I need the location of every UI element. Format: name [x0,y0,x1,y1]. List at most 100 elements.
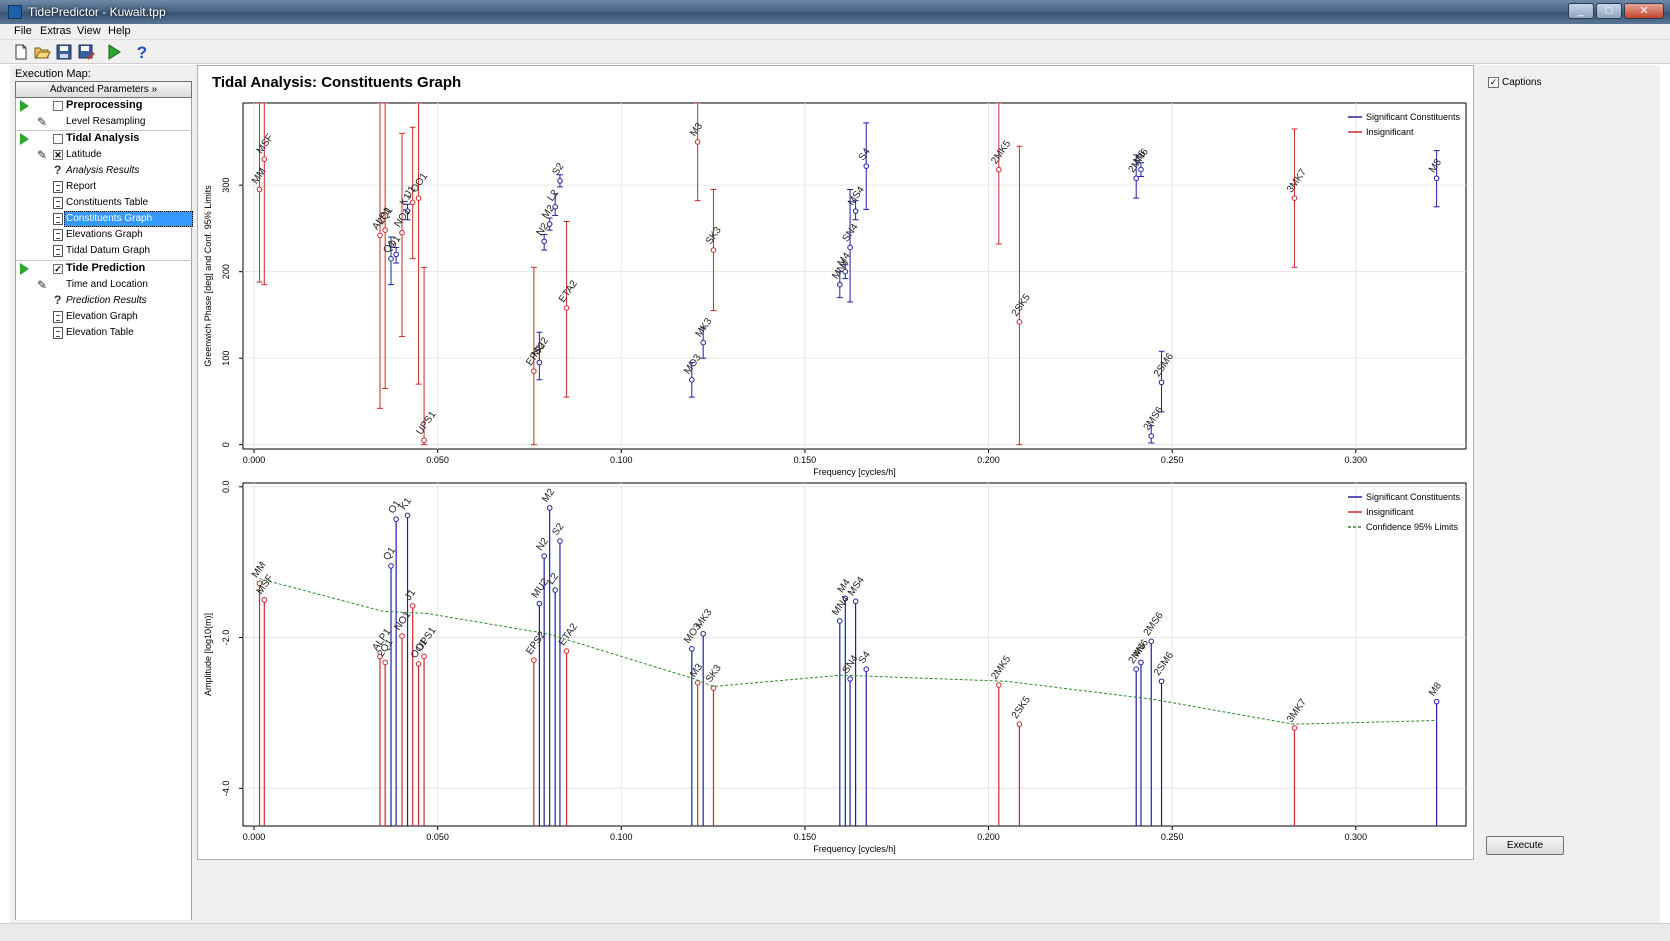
data-point [404,512,411,519]
data-point [536,600,543,607]
data-point [1133,666,1139,673]
data-point [557,538,563,544]
execution-map-panel: Execution Map: Advanced Parameters » Pre… [10,65,198,923]
x-tick-label: 0.300 [1345,832,1368,842]
tree-item-prediction-results[interactable]: ? Prediction Results [16,293,193,309]
tree-item-label: Elevations Graph [66,229,143,240]
data-point [393,251,399,258]
app-icon [8,5,22,19]
open-folder-icon[interactable] [33,43,51,61]
data-point [382,227,388,233]
tree-item-elevation-graph[interactable]: Elevation Graph [16,309,193,325]
data-point [1016,721,1023,728]
data-point [1133,175,1139,182]
data-point [852,598,859,605]
data-point [563,648,570,654]
data-point [415,661,422,667]
tree-item-constituents-graph[interactable]: Constituents Graph [16,211,193,227]
data-point [1158,379,1165,386]
advanced-parameters-button[interactable]: Advanced Parameters » [15,81,192,98]
svg-text:?: ? [137,43,147,61]
document-icon [53,213,63,225]
tree-item-tidal-datum-graph[interactable]: Tidal Datum Graph [16,243,193,259]
captions-checkbox[interactable]: ✓ [1488,77,1499,88]
tree-item-latitude[interactable]: ✎ ✕ Latitude [16,147,193,163]
menu-help[interactable]: Help [108,25,131,37]
data-point [852,208,859,214]
x-tick-label: 0.200 [977,832,1000,842]
execution-tree: Preprocessing ✎ Level Resampling Tidal A… [15,98,193,920]
tree-item-preprocessing[interactable]: Preprocessing [16,98,193,114]
pencil-icon: ✎ [37,278,48,292]
data-point [837,281,843,288]
save-icon[interactable] [55,43,73,61]
tree-item-constituents-table[interactable]: Constituents Table [16,195,193,211]
tree-item-level-resampling[interactable]: ✎ Level Resampling [16,114,193,130]
tidal-analysis-checkbox[interactable] [53,134,63,144]
run-step-icon[interactable] [20,100,29,112]
x-axis-label: Frequency [cycles/h] [813,844,896,854]
maximize-button[interactable]: □ [1596,3,1622,19]
minimize-button[interactable]: _ [1568,3,1594,19]
tree-item-report[interactable]: Report [16,179,193,195]
plot-frame [242,482,1467,827]
tree-item-label: Prediction Results [66,295,147,306]
group-divider [16,130,193,131]
menu-bar: File Extras View Help [0,24,1670,40]
tree-item-time-and-location[interactable]: ✎ Time and Location [16,277,193,293]
close-button[interactable]: ✕ [1624,3,1664,19]
data-point [415,195,422,201]
tree-item-elevations-graph[interactable]: Elevations Graph [16,227,193,243]
tide-prediction-checkbox[interactable]: ✓ [53,264,63,274]
pencil-icon: ✎ [37,115,48,129]
data-point [552,204,558,210]
x-tick-label: 0.300 [1345,455,1368,465]
tree-item-analysis-results[interactable]: ? Analysis Results [16,163,193,179]
run-step-icon[interactable] [20,263,29,275]
save-as-icon[interactable] [77,43,95,61]
data-point [541,553,547,559]
execute-button[interactable]: Execute [1486,836,1564,855]
help-icon[interactable]: ? [133,43,151,61]
new-file-icon[interactable] [12,43,30,61]
data-point [531,368,537,374]
data-point [863,666,870,673]
data-point [694,139,701,145]
result-icon: ? [54,293,62,307]
tree-item-tidal-analysis[interactable]: Tidal Analysis [16,131,193,147]
data-point [256,580,263,587]
menu-file[interactable]: File [14,25,32,37]
captions-label: Captions [1502,77,1542,88]
data-point [546,221,553,227]
data-point [399,229,405,236]
legend-entry: Confidence 95% Limits [1366,522,1459,532]
data-point [409,603,416,609]
run-icon[interactable] [105,43,123,61]
data-point [377,232,383,239]
data-point [689,646,695,652]
status-bar [0,923,1670,941]
document-icon [53,327,63,339]
y-tick-label: 0.0 [221,481,231,494]
data-point [531,657,537,663]
selection-highlight [64,211,193,227]
data-point [847,676,853,682]
x-tick-label: 0.250 [1161,455,1184,465]
data-point [710,247,717,253]
data-point [393,516,399,522]
data-point [552,587,558,593]
data-point [421,437,427,444]
y-axis-label: Amplitude [log10(m)] [203,613,213,696]
latitude-checkbox[interactable]: ✕ [53,150,63,160]
tree-item-label: Analysis Results [66,165,140,176]
data-point [863,163,870,169]
menu-extras[interactable]: Extras [40,25,72,37]
data-point [563,305,570,311]
data-point [421,653,427,660]
menu-view[interactable]: View [77,25,101,37]
tree-item-elevation-table[interactable]: Elevation Table [16,325,193,341]
tree-item-tide-prediction[interactable]: ✓ Tide Prediction [16,261,193,277]
preprocessing-checkbox[interactable] [53,101,63,111]
run-step-icon[interactable] [20,133,29,145]
x-tick-label: 0.100 [610,455,633,465]
